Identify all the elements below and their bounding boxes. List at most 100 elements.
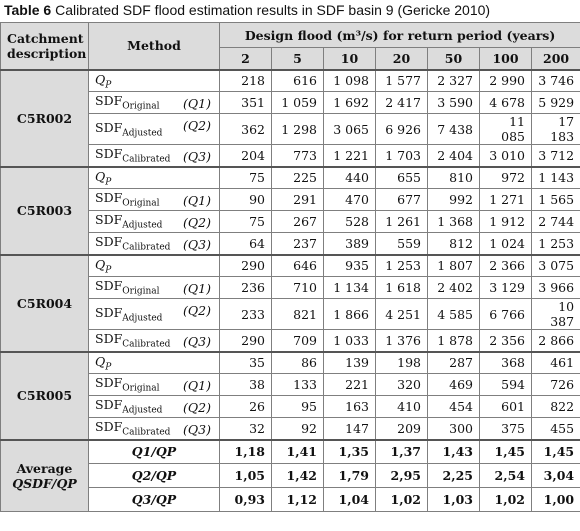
method-subscript: Original — [122, 383, 160, 394]
flood-value: 267 — [271, 210, 324, 233]
ratio-label: Q1/QP — [88, 438, 220, 464]
flood-value: 1 143 — [530, 165, 580, 189]
flood-value: 2 356 — [479, 329, 532, 352]
ratio-value: 0,93 — [219, 487, 272, 512]
flood-value: 2 404 — [427, 144, 480, 167]
flood-value: 709 — [271, 329, 324, 352]
method-main: SDF — [95, 119, 123, 135]
table-caption: Table 6 Calibrated SDF flood estimation … — [4, 2, 490, 18]
flood-value: 2 866 — [530, 329, 580, 352]
method-main: SDF — [95, 93, 123, 109]
flood-value: 147 — [323, 417, 376, 440]
table-row: SDFOriginal (Q1) 38 133 221 320 469 594 726 — [1, 373, 580, 396]
flood-value: 86 — [271, 350, 324, 374]
flood-value: 410 — [375, 395, 428, 418]
method-header: Method — [88, 22, 220, 70]
flood-value: 218 — [219, 68, 272, 92]
method-symbol: (Q3) — [183, 334, 211, 349]
flood-value: 3 712 — [530, 144, 580, 167]
flood-value: 75 — [219, 210, 272, 233]
flood-value: 26 — [219, 395, 272, 418]
method-cell: SDFOriginal (Q1) — [88, 188, 220, 211]
flood-value: 1 912 — [479, 210, 532, 233]
average-label-line1: Average — [16, 460, 73, 476]
ratio-label: Q2/QP — [88, 463, 220, 488]
method-cell: SDFCalibrated (Q3) — [88, 144, 220, 167]
flood-value: 559 — [375, 232, 428, 255]
method-subscript: Adjusted — [122, 220, 163, 231]
flood-value: 1 298 — [271, 113, 324, 145]
flood-value: 646 — [271, 253, 324, 277]
method-main: SDF — [95, 234, 123, 249]
flood-value: 1 033 — [323, 329, 376, 352]
method-cell: SDFOriginal (Q1) — [88, 373, 220, 396]
method-cell: QP — [88, 68, 220, 92]
method-subscript: Adjusted — [122, 405, 163, 416]
flood-value: 204 — [219, 144, 272, 167]
flood-value: 726 — [530, 373, 580, 396]
flood-value: 3 010 — [479, 144, 532, 167]
return-period-5: 5 — [271, 47, 324, 70]
flood-value: 1 807 — [427, 253, 480, 277]
flood-value: 1 059 — [271, 91, 324, 114]
flood-value: 7 438 — [427, 113, 480, 145]
table-row: SDFAdjusted (Q2) 233 821 1 866 4 251 4 585 6 76… — [1, 298, 580, 330]
method-subscript: Original — [122, 286, 160, 297]
flood-value: 616 — [271, 68, 324, 92]
flood-value: 2 327 — [427, 68, 480, 92]
flood-value: 32 — [219, 417, 272, 440]
flood-value: 4 251 — [375, 298, 428, 330]
ratio-value: 1,02 — [479, 487, 532, 512]
method-subscript: Adjusted — [122, 128, 163, 139]
method-symbol: (Q2) — [183, 118, 211, 133]
table-row: SDFOriginal (Q1) 351 1 059 1 692 2 417 3 590 4 … — [1, 91, 580, 114]
table-row: SDFOriginal (Q1) 90 291 470 677 992 1 271 1 565 — [1, 188, 580, 211]
method-symbol: (Q2) — [183, 303, 211, 318]
method-symbol: (Q1) — [183, 96, 211, 111]
flood-value: 812 — [427, 232, 480, 255]
flood-value: 1 866 — [323, 298, 376, 330]
flood-value: 351 — [219, 91, 272, 114]
return-period-200: 200 — [530, 47, 580, 70]
flood-value: 92 — [271, 417, 324, 440]
method-subscript: P — [105, 177, 112, 187]
catchment-name: C5R004 — [0, 253, 89, 352]
flood-value: 290 — [219, 329, 272, 352]
flood-value: 3 075 — [530, 253, 580, 277]
table-row: SDFAdjusted (Q2) 362 1 298 3 065 6 926 7 438 11… — [1, 113, 580, 145]
flood-value: 1 376 — [375, 329, 428, 352]
flood-value: 3 966 — [530, 276, 580, 299]
flood-value: 677 — [375, 188, 428, 211]
flood-value: 1 703 — [375, 144, 428, 167]
catchment-name: C5R005 — [0, 350, 89, 440]
average-row: Average QSDF/QP Q1/QP 1,18 1,41 1,35 1,37 1,43 1… — [0, 438, 580, 512]
method-symbol: (Q2) — [183, 215, 211, 230]
flood-value: 236 — [219, 276, 272, 299]
method-subscript: Calibrated — [122, 339, 171, 350]
flood-value: 3 590 — [427, 91, 480, 114]
method-symbol: (Q1) — [183, 281, 211, 296]
method-symbol: (Q1) — [183, 193, 211, 208]
flood-value: 1 878 — [427, 329, 480, 352]
method-cell: SDFAdjusted (Q2) — [88, 298, 220, 330]
flood-value: 454 — [427, 395, 480, 418]
method-main: SDF — [95, 419, 123, 434]
method-cell: SDFAdjusted (Q2) — [88, 395, 220, 418]
method-subscript: Original — [122, 198, 160, 209]
catchment-name: C5R003 — [0, 165, 89, 255]
flood-value: 4 678 — [479, 91, 532, 114]
flood-value: 1 253 — [530, 232, 580, 255]
flood-value: 375 — [479, 417, 532, 440]
catchment-name: C5R002 — [0, 68, 89, 167]
ratio-value: 1,45 — [530, 438, 580, 464]
method-main: SDF — [95, 304, 123, 320]
average-row: Q3/QP 0,93 1,12 1,04 1,02 1,03 1,02 1,00 — [1, 487, 580, 512]
flood-value: 810 — [427, 165, 480, 189]
ratio-value: 1,12 — [271, 487, 324, 512]
method-main: SDF — [95, 375, 123, 391]
method-cell: SDFCalibrated (Q3) — [88, 232, 220, 255]
flood-value: 6 926 — [375, 113, 428, 145]
average-row: Q2/QP 1,05 1,42 1,79 2,95 2,25 2,54 3,04 — [1, 463, 580, 488]
method-cell: SDFAdjusted (Q2) — [88, 210, 220, 233]
flood-value: 290 — [219, 253, 272, 277]
